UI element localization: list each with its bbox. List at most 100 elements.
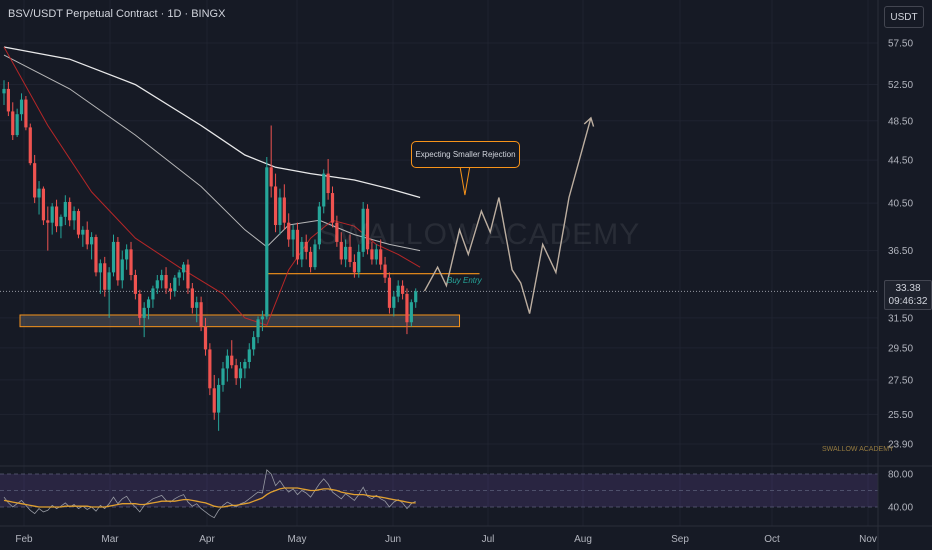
candle	[195, 296, 199, 323]
rsi-tick-label: 40.00	[888, 503, 913, 514]
candle	[90, 232, 94, 260]
candle	[405, 288, 409, 335]
candle	[278, 188, 282, 235]
candle	[300, 237, 304, 268]
candle	[203, 317, 208, 356]
projection-line	[423, 117, 592, 314]
candle-body	[265, 167, 269, 317]
x-tick-label: Feb	[15, 534, 33, 545]
ma-long-line	[3, 46, 421, 199]
last-price-tag: 33.38 09:46:32	[884, 280, 932, 310]
candle-body	[344, 246, 348, 260]
candle	[234, 358, 238, 385]
candle	[68, 197, 72, 227]
candle-body	[326, 173, 330, 194]
candle-body	[203, 326, 208, 350]
candle-body	[252, 337, 256, 350]
candle	[400, 280, 405, 300]
candle-body	[348, 246, 352, 262]
candle-body	[287, 222, 291, 240]
candle-body	[217, 384, 221, 413]
watermark-text: SWALLOW ACADEMY	[318, 218, 641, 251]
candle	[133, 269, 137, 300]
candle-body	[125, 249, 129, 260]
candle	[54, 199, 59, 233]
candle-body	[173, 277, 177, 292]
candle	[168, 282, 173, 300]
candle	[103, 256, 107, 297]
bar-countdown: 09:46:32	[888, 296, 928, 307]
y-tick-label: 36.50	[888, 246, 913, 257]
candle-body	[414, 291, 418, 303]
candle	[291, 225, 295, 257]
x-tick-label: Apr	[199, 534, 215, 545]
y-tick-label: 31.50	[888, 313, 913, 324]
candle	[409, 299, 413, 327]
x-tick-label: Jun	[385, 534, 401, 545]
candle	[326, 159, 330, 200]
candle-body	[2, 88, 6, 94]
candle-body	[273, 186, 278, 226]
candle-body	[387, 277, 392, 308]
candle	[142, 302, 146, 338]
callout-pointer	[459, 165, 471, 196]
candle	[273, 173, 278, 233]
currency-selector[interactable]: USDT	[884, 6, 924, 28]
candle-body	[238, 368, 243, 379]
y-tick-label: 27.50	[888, 375, 913, 386]
candle	[344, 239, 348, 268]
candle-body	[208, 349, 212, 389]
candle-body	[199, 302, 203, 327]
candle	[370, 241, 374, 265]
candle-body	[15, 114, 19, 136]
candle-body	[41, 188, 46, 221]
candle-body	[63, 201, 67, 217]
candle	[98, 259, 102, 294]
candle	[309, 246, 313, 273]
x-tick-label: Sep	[671, 534, 689, 545]
candle-body	[138, 293, 142, 318]
candle	[387, 272, 392, 314]
callout-box[interactable]: Expecting Smaller Rejection	[411, 141, 520, 168]
candle	[317, 201, 321, 250]
candle	[190, 282, 194, 314]
candle-body	[155, 280, 159, 289]
candle	[221, 361, 225, 392]
candle-body	[195, 302, 199, 308]
candle	[72, 206, 76, 230]
candle	[335, 215, 339, 247]
y-tick-label: 40.50	[888, 199, 913, 210]
candle-body	[76, 211, 81, 235]
candle	[125, 244, 129, 270]
candle-body	[309, 251, 313, 268]
candle	[177, 269, 181, 286]
candle-body	[243, 361, 247, 369]
y-tick-label: 52.50	[888, 80, 913, 91]
candle-body	[72, 211, 76, 221]
y-tick-label: 57.50	[888, 39, 913, 50]
y-tick-label: 44.50	[888, 156, 913, 167]
candle-body	[59, 216, 63, 227]
candle-body	[221, 368, 225, 385]
chart-title[interactable]: BSV/USDT Perpetual Contract · 1D · BINGX	[8, 8, 226, 20]
rsi-tick-label: 80.00	[888, 470, 913, 481]
candle-body	[225, 355, 229, 369]
candle	[33, 154, 37, 204]
candle	[76, 208, 81, 239]
candle	[28, 123, 32, 166]
candle-body	[120, 259, 124, 281]
candle-body	[90, 237, 94, 245]
candle	[230, 340, 234, 369]
candle	[94, 234, 98, 277]
candle-body	[374, 249, 378, 260]
candle	[164, 267, 168, 294]
candle	[287, 213, 291, 247]
candle-body	[6, 88, 10, 112]
candle-body	[85, 229, 89, 245]
candle	[352, 254, 356, 278]
candle	[151, 285, 155, 308]
candle	[322, 169, 326, 214]
candle	[19, 93, 24, 121]
